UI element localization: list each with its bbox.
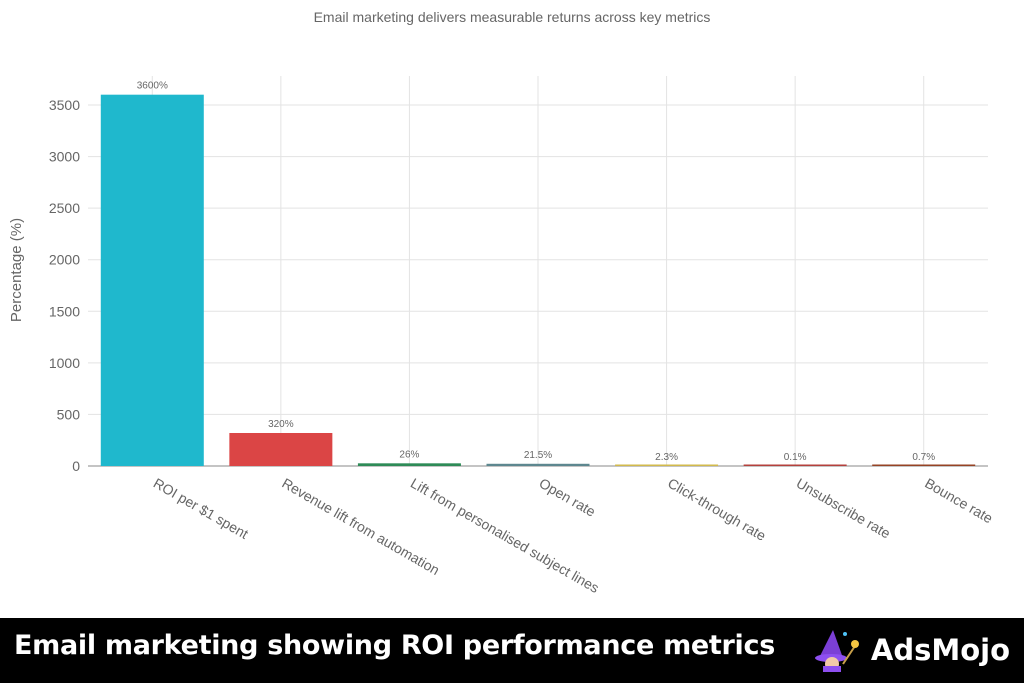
footer-caption: Email marketing showing ROI performance …	[14, 630, 775, 661]
y-tick-label: 2500	[49, 200, 80, 216]
data-label: 3600%	[137, 81, 168, 92]
bar-3	[486, 463, 590, 466]
y-tick-label: 0	[72, 458, 80, 474]
y-tick-label: 1500	[49, 303, 80, 319]
x-tick-label: Click-through rate	[665, 475, 769, 544]
chart-title: Email marketing delivers measurable retu…	[314, 9, 711, 25]
bar-6	[872, 464, 976, 466]
y-tick-label: 2000	[49, 252, 80, 268]
brand-name: AdsMojo	[870, 633, 1010, 667]
x-tick-label: Open rate	[537, 475, 599, 520]
y-tick-label: 3000	[49, 149, 80, 165]
data-label: 21.5%	[524, 450, 552, 461]
brand-logo: AdsMojo	[813, 628, 1010, 672]
y-tick-label: 3500	[49, 97, 80, 113]
data-label: 2.3%	[655, 452, 678, 463]
data-label: 320%	[268, 419, 294, 430]
bar-2	[357, 463, 461, 466]
bar-5	[743, 464, 847, 466]
data-label: 0.1%	[784, 452, 807, 463]
wizard-mascot-icon	[814, 630, 859, 672]
footer-banner: Email marketing showing ROI performance …	[0, 618, 1024, 683]
bar-1	[229, 432, 333, 466]
bar-0	[100, 94, 204, 466]
bar-4	[615, 464, 719, 466]
x-tick-label: Unsubscribe rate	[794, 475, 894, 542]
bar-chart: Email marketing delivers measurable retu…	[8, 9, 996, 596]
y-tick-label: 500	[57, 406, 81, 422]
x-tick-label: Bounce rate	[922, 475, 996, 527]
data-label: 26%	[399, 449, 419, 460]
x-tick-label: ROI per $1 spent	[151, 475, 251, 542]
y-tick-label: 1000	[49, 355, 80, 371]
data-label: 0.7%	[912, 452, 935, 463]
y-axis-label: Percentage (%)	[8, 218, 25, 322]
